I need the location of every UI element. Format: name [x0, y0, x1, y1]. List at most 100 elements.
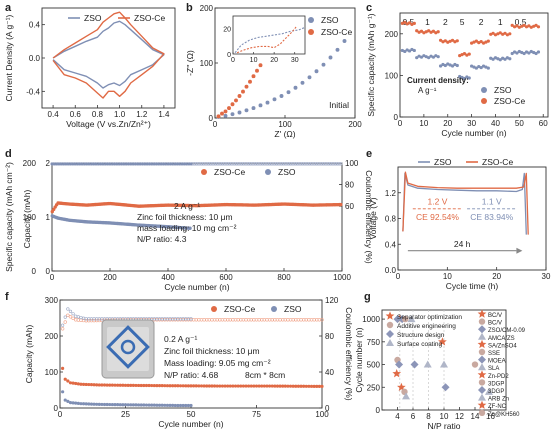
y-tick-label: 1 [46, 213, 51, 222]
zso-ce-capacity-point [71, 381, 75, 385]
zso-ce-ce-point [222, 162, 226, 166]
annotation-size: 8cm * 8cm [245, 370, 285, 380]
zso-ce-capacity-point [278, 384, 282, 388]
zso-ce-capacity-point [105, 383, 109, 387]
zso-ce-capacity-point [262, 384, 266, 388]
zso-point [427, 56, 431, 60]
zso-ce-point [419, 29, 424, 33]
zso-ce-ce-point [217, 162, 221, 166]
inset-x-tick-label: 10 [250, 57, 258, 64]
zso-ce-point-ce [110, 162, 114, 166]
zso-ce-voltage-label: 1.2 V [428, 196, 448, 206]
zso-ce-ce-point [238, 162, 242, 166]
category-legend-label: Additive engineering [397, 323, 456, 330]
zso-capacity-point [102, 402, 107, 407]
zso-ce-ce-point [328, 162, 333, 166]
series-zso-ce-point [230, 102, 235, 107]
reference-legend-marker [478, 348, 486, 356]
zso-ce-ce-point [323, 162, 327, 166]
zso-ce-capacity-point [239, 384, 243, 388]
x-tick-label: 100 [315, 410, 329, 419]
series-zso-point [307, 75, 312, 80]
legend-zso-label: ZSO [84, 13, 102, 23]
zso-capacity-point [92, 402, 96, 406]
y-tick-label: 200 [385, 30, 399, 39]
zso-point [515, 51, 519, 55]
zso-ce-capacity-point [254, 384, 259, 388]
series-zso-point [272, 97, 277, 102]
series-zso-ce-point [216, 114, 221, 119]
zso-ce-point-ce [87, 317, 91, 321]
series-zso-point [335, 47, 340, 52]
y2-tick-label: 40 [325, 368, 334, 377]
zso-ce-point [431, 29, 436, 33]
legend-zso-label: ZSO [434, 157, 452, 167]
zso-ce-capacity-point [281, 384, 285, 388]
zso-ce-ce-point [321, 162, 326, 166]
zso-ce-ce-point [311, 162, 315, 166]
reference-legend-label: ZSO/CM-0.09 [488, 328, 526, 334]
zso-ce-ce-point [274, 162, 279, 166]
zso-ce-capacity-point [304, 384, 308, 388]
y-tick-label: 500 [367, 361, 381, 370]
zso-ce-ce-point [327, 162, 331, 166]
zso-ce-point-ce [66, 162, 70, 166]
x-axis-label: Cycle number (n) [441, 128, 506, 138]
series-zso-point [258, 103, 263, 108]
zso-ce-point-ce [115, 162, 119, 166]
zso-ce-ce-point [266, 162, 270, 166]
x-tick-label: 0 [396, 272, 401, 281]
zso-ce-capacity-point [275, 384, 280, 388]
zso-ce-ce-point [259, 162, 263, 166]
zso-point [407, 49, 412, 53]
zso-ce-point-ce [50, 162, 54, 166]
zso-ce-ce-point [335, 162, 339, 166]
zso-capacity-point [129, 403, 133, 407]
zso-capacity-point [155, 403, 159, 407]
np-data-point [423, 360, 432, 368]
zso-ce-ce-point [255, 162, 259, 166]
y-tick-label: 0 [46, 267, 51, 276]
zso-ce-capacity-point [131, 383, 135, 387]
zso-ce-ce-point [320, 318, 324, 322]
zso-ce-ce-point [234, 162, 239, 166]
inset-x-tick-label: 20 [270, 57, 278, 64]
zso-capacity-point [121, 403, 125, 407]
legend-zso-ce-label: ZSO-Ce [134, 13, 165, 23]
zso-capacity-point [68, 401, 73, 405]
x-axis-label: Cycle time (h) [446, 281, 499, 291]
series-zso-point [251, 106, 256, 111]
zso-ce-point-ce [189, 162, 193, 166]
zso-ce-point-ce [97, 162, 100, 166]
x-tick-label: 1.4 [158, 110, 170, 119]
reference-legend-marker [477, 309, 487, 318]
category-legend-marker [385, 311, 395, 320]
zso-capacity-point [131, 403, 135, 407]
zso-ce-point-ce [73, 162, 77, 166]
panel-label: d [5, 148, 12, 160]
y-tick-label: 0 [394, 113, 399, 122]
zso-ce-capacity-point [291, 384, 295, 388]
y-tick-label: -0.4 [26, 87, 40, 96]
zso-capacity-point [189, 403, 193, 408]
np-data-point [441, 383, 450, 392]
y2-tick-label: 120 [325, 296, 339, 305]
zso-ce-capacity-point [157, 384, 162, 388]
zso-ce-capacity-point [89, 383, 94, 387]
reference-legend-marker [478, 393, 486, 401]
pouch-cell-image [101, 319, 155, 379]
zso-ce-point-ce [106, 162, 110, 166]
zso-ce-ce-point [193, 162, 197, 166]
zso-ce-point-ce [152, 162, 156, 166]
zso-ce-capacity-point [268, 384, 272, 388]
series-zso-ce-point [223, 109, 228, 114]
y-tick-label: 0.8 [385, 215, 397, 224]
zso-ce-ce-point [207, 162, 211, 166]
x-tick-label: 0 [213, 120, 218, 129]
zso-ce-ce-point [330, 162, 334, 166]
x-tick-label: 1000 [333, 273, 351, 282]
panel-label: e [366, 148, 372, 160]
annotation-loading: Mass loading: 9.05 mg cm⁻² [164, 358, 271, 368]
zso-ce-point-ce [71, 312, 75, 316]
zso-ce-capacity-point [192, 384, 196, 388]
